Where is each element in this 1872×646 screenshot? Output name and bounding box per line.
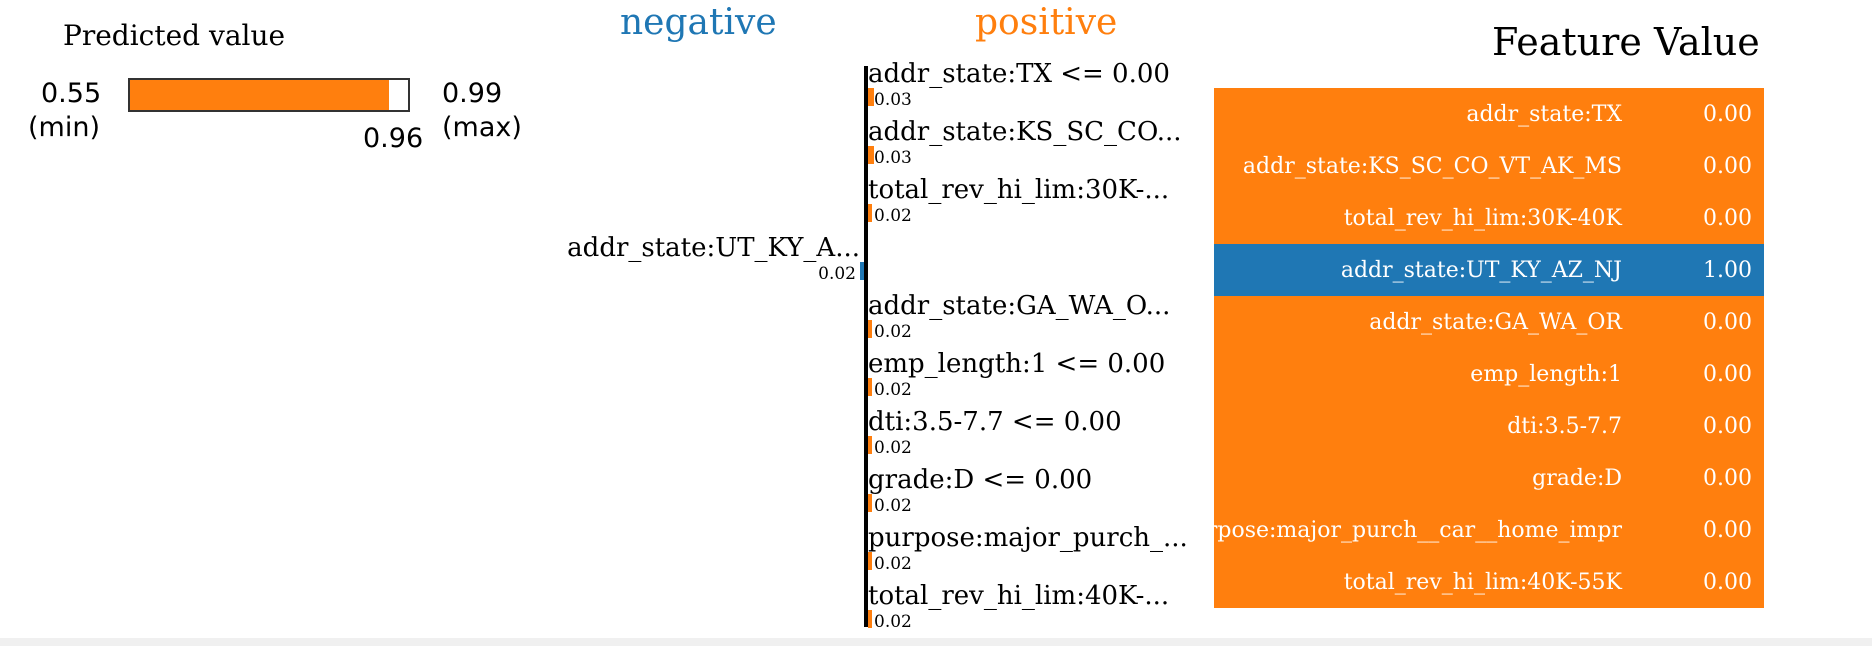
- feature-name: addr_state:GA_WA_OR: [1369, 310, 1622, 335]
- bar: [868, 320, 872, 338]
- feature-name: total_rev_hi_lim:30K-40K: [1343, 206, 1622, 231]
- bar-label: dti:3.5-7.7 <= 0.00: [868, 407, 1122, 437]
- bar-label: total_rev_hi_lim:30K-...: [868, 175, 1169, 205]
- table-row: addr_state:GA_WA_OR 0.00: [1214, 296, 1764, 348]
- feature-value: 0.00: [1703, 414, 1752, 439]
- feature-value: 0.00: [1703, 310, 1752, 335]
- feature-value: 0.00: [1703, 362, 1752, 387]
- bottom-divider: [0, 638, 1872, 646]
- bar-label: total_rev_hi_lim:40K-...: [868, 581, 1169, 611]
- table-row: purpose:major_purch__car__home_impr 0.00: [1179, 504, 1764, 556]
- bar-value-label: 0.02: [874, 206, 912, 226]
- bar: [868, 146, 874, 164]
- feature-value: 0.00: [1703, 206, 1752, 231]
- predicted-max-label: (max): [442, 112, 522, 143]
- feature-name: emp_length:1: [1470, 362, 1622, 387]
- bar-value-label: 0.02: [874, 322, 912, 342]
- bar: [868, 494, 872, 512]
- bar-value-label: 0.02: [818, 264, 856, 284]
- bar-value-label: 0.02: [874, 554, 912, 574]
- bar-value-label: 0.03: [874, 148, 912, 168]
- bar: [868, 610, 872, 628]
- table-row: addr_state:UT_KY_AZ_NJ 1.00: [1214, 244, 1764, 296]
- bar-label: emp_length:1 <= 0.00: [868, 349, 1165, 379]
- feature-name: purpose:major_purch__car__home_impr: [1178, 518, 1622, 543]
- table-row: emp_length:1 0.00: [1214, 348, 1764, 400]
- table-row: grade:D 0.00: [1214, 452, 1764, 504]
- bar-label: grade:D <= 0.00: [868, 465, 1092, 495]
- predicted-min-label: (min): [28, 112, 100, 143]
- positive-heading: positive: [975, 2, 1118, 43]
- bar-label: addr_state:UT_KY_A...: [567, 233, 860, 263]
- predicted-value-bar: [128, 78, 410, 112]
- bar-label: addr_state:GA_WA_O...: [868, 291, 1170, 321]
- predicted-value-bar-fill: [130, 80, 390, 110]
- predicted-max-value: 0.99: [442, 78, 503, 109]
- negative-heading: negative: [620, 2, 777, 43]
- feature-name: addr_state:UT_KY_AZ_NJ: [1340, 258, 1622, 283]
- bar-label: purpose:major_purch_...: [868, 523, 1188, 553]
- bar: [868, 436, 872, 454]
- bar-label: addr_state:TX <= 0.00: [868, 59, 1170, 89]
- feature-name: grade:D: [1532, 466, 1622, 491]
- feature-value: 0.00: [1703, 466, 1752, 491]
- bar-label: addr_state:KS_SC_CO...: [868, 117, 1182, 147]
- bar-value-label: 0.02: [874, 612, 912, 632]
- table-header-feature: Feature: [1492, 20, 1642, 64]
- table-row: total_rev_hi_lim:40K-55K 0.00: [1214, 556, 1764, 608]
- predicted-value-label: 0.96: [363, 123, 424, 154]
- feature-name: dti:3.5-7.7: [1507, 414, 1622, 439]
- bar-value-label: 0.03: [874, 90, 912, 110]
- table-header-value: Value: [1654, 20, 1760, 64]
- feature-name: addr_state:KS_SC_CO_VT_AK_MS: [1242, 154, 1622, 179]
- table-row: addr_state:TX 0.00: [1214, 88, 1764, 140]
- bar: [868, 552, 872, 570]
- bar: [868, 378, 872, 396]
- table-row: addr_state:KS_SC_CO_VT_AK_MS 0.00: [1214, 140, 1764, 192]
- table-body: addr_state:TX 0.00 addr_state:KS_SC_CO_VT…: [1179, 88, 1764, 608]
- table-row: total_rev_hi_lim:30K-40K 0.00: [1214, 192, 1764, 244]
- predicted-value-title: Predicted value: [63, 19, 286, 52]
- bar-value-label: 0.02: [874, 380, 912, 400]
- feature-value: 0.00: [1703, 102, 1752, 127]
- feature-value: 1.00: [1703, 258, 1752, 283]
- table-row: dti:3.5-7.7 0.00: [1214, 400, 1764, 452]
- feature-value: 0.00: [1703, 154, 1752, 179]
- bar-value-label: 0.02: [874, 496, 912, 516]
- bar: [868, 88, 874, 106]
- bar-value-label: 0.02: [874, 438, 912, 458]
- feature-name: addr_state:TX: [1466, 102, 1622, 127]
- bar: [868, 204, 872, 222]
- predicted-min-value: 0.55: [41, 78, 102, 109]
- bar: [860, 262, 864, 280]
- feature-value: 0.00: [1703, 518, 1752, 543]
- feature-value: 0.00: [1703, 570, 1752, 595]
- feature-name: total_rev_hi_lim:40K-55K: [1343, 570, 1622, 595]
